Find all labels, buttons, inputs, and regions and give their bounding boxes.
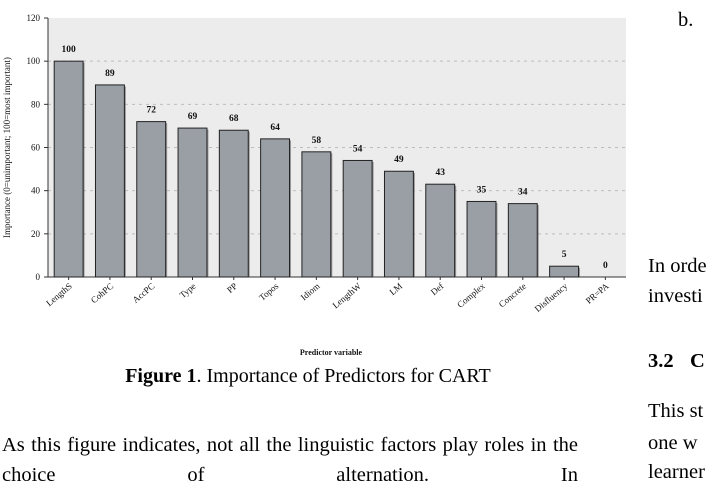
y-tick-label: 80 (31, 99, 41, 109)
data-label: 58 (312, 136, 322, 146)
x-tick-label: Type (178, 281, 198, 300)
x-tick-label: Topos (257, 281, 281, 303)
x-tick-label: Complex (455, 281, 487, 310)
bar (136, 121, 167, 278)
bar (507, 203, 538, 278)
bar (383, 170, 414, 278)
x-tick-label: AccPC (131, 281, 157, 305)
data-label: 72 (146, 106, 156, 116)
data-label: 0 (603, 261, 608, 271)
right-text-line: one w (648, 432, 698, 454)
data-label: 35 (477, 185, 487, 195)
data-label: 5 (562, 250, 567, 260)
bar (466, 200, 497, 278)
x-tick-label: CohPC (89, 281, 115, 305)
data-label: 54 (353, 144, 363, 154)
section-number: 3.2 (648, 350, 674, 372)
x-tick-label: LengthS (44, 281, 74, 308)
data-label: 69 (188, 112, 198, 122)
right-text-line: In orde (648, 255, 707, 277)
y-tick-label: 40 (31, 186, 41, 196)
data-label: 49 (394, 155, 404, 165)
right-column: b. In orde investi 3.2 C This st one w l… (648, 0, 728, 485)
y-tick-label: 20 (31, 229, 41, 239)
x-tick-label: PP (225, 281, 239, 295)
x-tick-label: Concrete (497, 281, 528, 310)
chart-svg: 0 20 40 60 80 100 120 100 LengthS 89 CohPC 72 AccPC 6… (2, 13, 626, 357)
right-text-line: investi (648, 285, 703, 307)
bar (177, 127, 208, 278)
figure-caption-text: . Importance of Predictors for CART (196, 365, 491, 387)
x-tick-label: Def (429, 281, 446, 297)
figure-caption-label: Figure 1 (125, 365, 197, 387)
x-tick-label: Disfluency (533, 281, 570, 314)
bar (260, 138, 291, 278)
x-tick-label: LM (387, 281, 404, 297)
bar (301, 151, 332, 278)
bar (94, 84, 125, 278)
x-axis-title: Predictor variable (300, 348, 363, 357)
y-tick-label: 60 (31, 143, 41, 153)
bar (549, 265, 580, 278)
y-axis-title: Importance (0=unimportant; 100=most impo… (2, 57, 12, 238)
figure-caption: Figure 1. Importance of Predictors for C… (48, 364, 568, 388)
list-item-b: b. (678, 9, 694, 31)
bar (53, 60, 84, 278)
x-tick-label: LengthW (330, 281, 363, 311)
y-tick-label: 120 (27, 13, 41, 23)
right-text-line: learner (648, 461, 705, 483)
x-tick-label: PR=PA (584, 281, 611, 306)
data-label: 89 (105, 69, 115, 79)
data-label: 34 (518, 188, 528, 198)
y-tick-label: 0 (36, 272, 41, 282)
bar (218, 129, 249, 278)
right-text-line: This st (648, 400, 704, 422)
bar (425, 183, 456, 278)
importance-chart: 0 20 40 60 80 100 120 100 LengthS 89 CohPC 72 AccPC 6… (2, 13, 626, 357)
data-label: 43 (435, 168, 445, 178)
bar (342, 159, 373, 278)
data-label: 64 (270, 123, 280, 133)
y-tick-label: 100 (27, 56, 41, 66)
section-title: C (690, 350, 705, 372)
data-label: 100 (62, 45, 77, 55)
data-label: 68 (229, 114, 239, 124)
body-paragraph: As this figure indicates, not all the li… (2, 434, 578, 486)
x-tick-label: Idiom (299, 281, 322, 302)
